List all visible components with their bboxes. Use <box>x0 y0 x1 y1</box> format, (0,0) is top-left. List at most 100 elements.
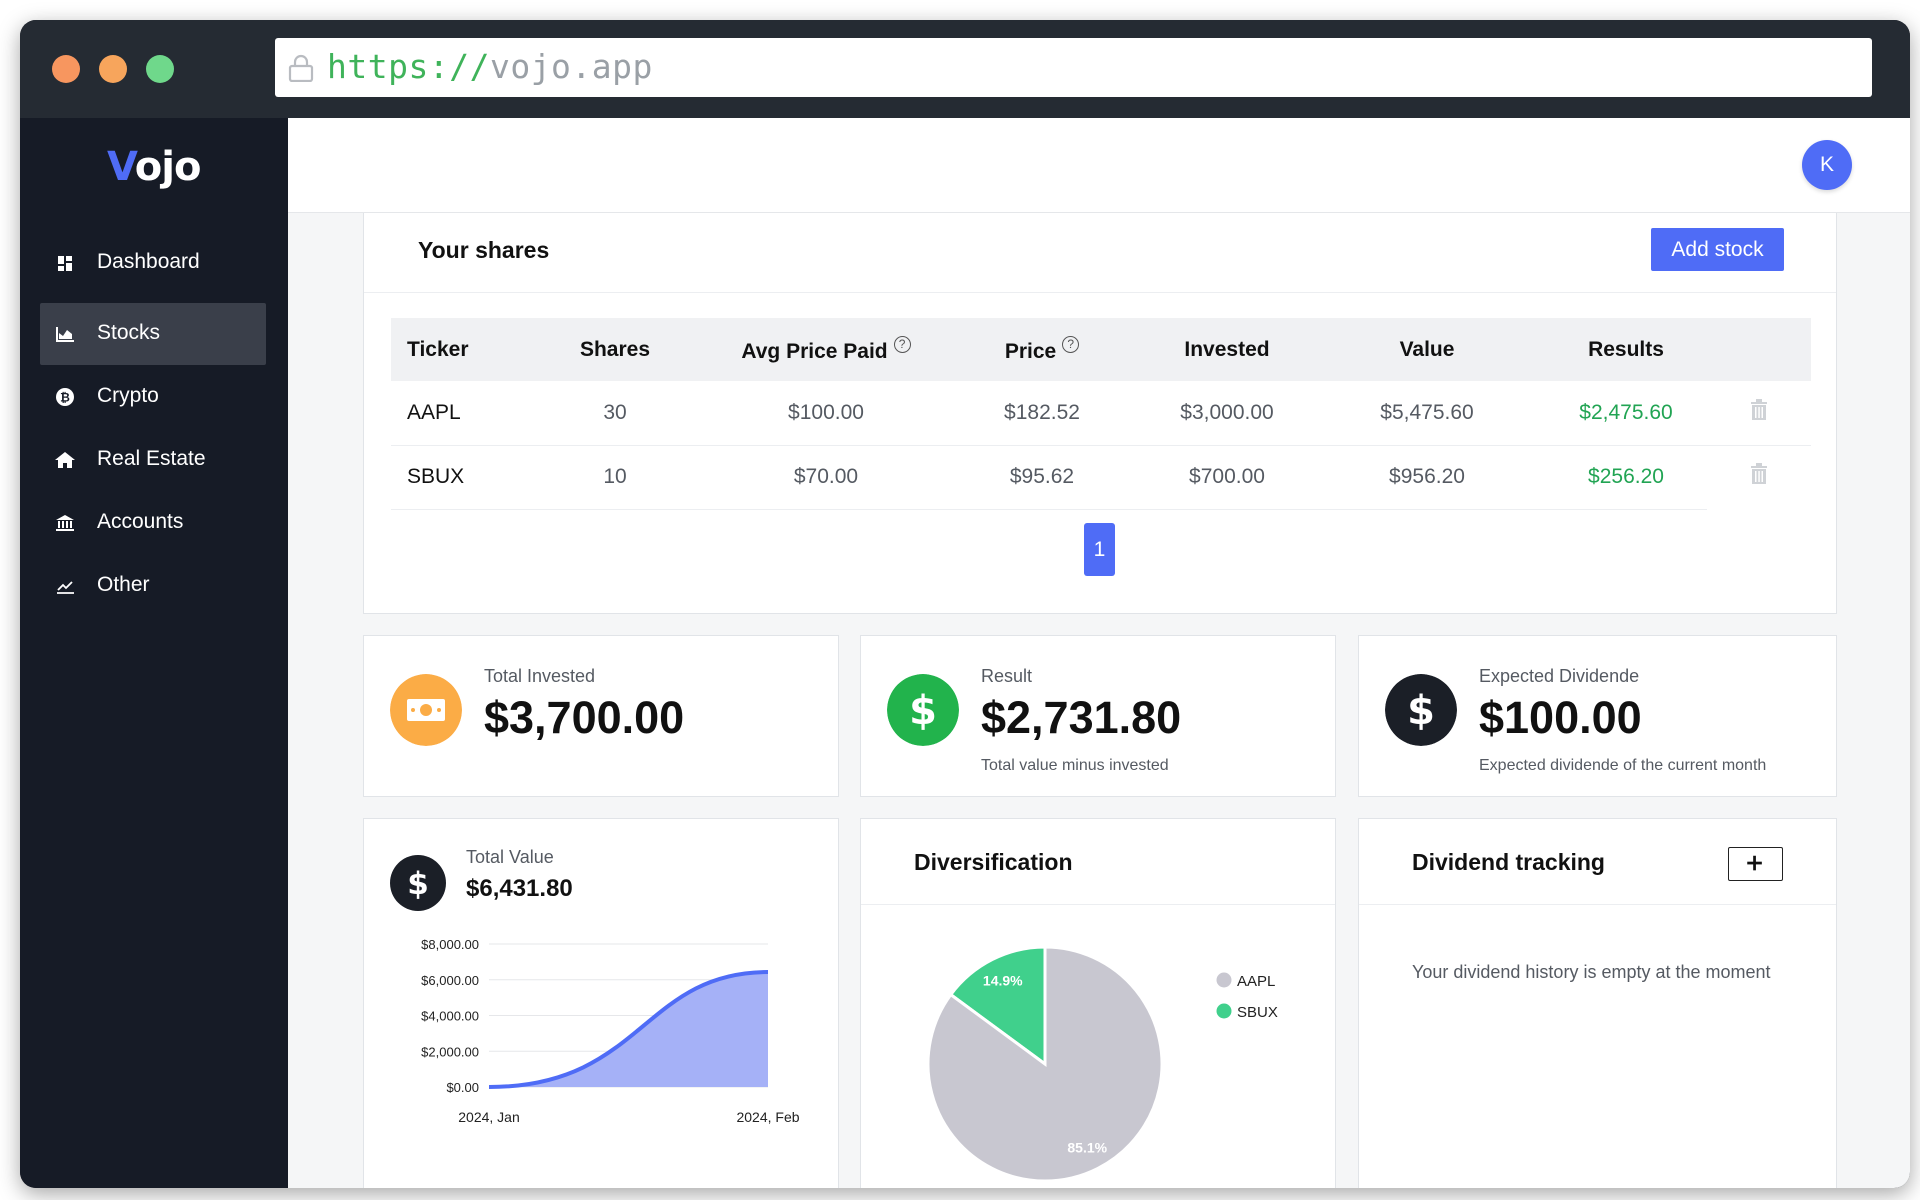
logo-accent: V <box>107 144 136 190</box>
trash-icon[interactable] <box>1750 463 1768 485</box>
y-tick-label: $8,000.00 <box>421 937 479 952</box>
total-value-area-chart: $8,000.00 $6,000.00 $4,000.00 $2,000.00 $0.0… <box>421 937 800 1125</box>
column-header-shares[interactable]: Shares <box>579 337 651 361</box>
column-header-value[interactable]: Value <box>1399 337 1455 361</box>
url-host: vojo.app <box>489 47 653 86</box>
stat-subtext: Expected dividende of the current month <box>1479 757 1767 774</box>
maximize-window-button[interactable] <box>146 55 174 83</box>
y-tick-label: $0.00 <box>446 1080 479 1095</box>
stat-label: Total Invested <box>484 666 596 686</box>
add-stock-button[interactable]: Add stock <box>1651 228 1784 271</box>
diversification-title: Diversification <box>914 849 1073 875</box>
add-dividend-button[interactable] <box>1728 847 1783 881</box>
diversification-pie-chart: 14.9% 85.1% AAPL SBUX <box>926 945 1278 1183</box>
cell-shares: 10 <box>517 445 713 510</box>
trash-icon[interactable] <box>1750 398 1768 421</box>
dividend-tracking-title: Dividend tracking <box>1412 849 1605 875</box>
stat-label: Result <box>981 666 1033 686</box>
line-chart-icon <box>57 581 74 594</box>
sidebar-item-stocks[interactable]: Stocks <box>40 303 266 365</box>
chart-area-icon <box>56 327 74 342</box>
cell-ticker: AAPL <box>391 381 517 446</box>
legend-label: SBUX <box>1237 1004 1278 1021</box>
help-icon[interactable]: ? <box>893 335 911 353</box>
y-tick-label: $6,000.00 <box>421 973 479 988</box>
x-tick-label: 2024, Jan <box>458 1109 520 1125</box>
svg-text:₿: ₿ <box>60 391 70 405</box>
cell-price: $95.62 <box>939 445 1145 510</box>
cell-value: $5,475.60 <box>1309 381 1545 446</box>
stat-label: Expected Dividende <box>1479 666 1640 686</box>
cell-actions <box>1707 381 1811 446</box>
table-header-row: Ticker Shares Avg Price Paid? Price? Inv… <box>391 318 1811 381</box>
top-bar: K <box>288 118 1910 213</box>
browser-toolbar: https://vojo.app <box>20 20 1910 118</box>
app-logo[interactable]: Vojo <box>107 144 202 190</box>
svg-text:$: $ <box>1407 688 1435 734</box>
sidebar-item-label: Other <box>97 573 150 596</box>
pie-slice-aapl <box>926 945 1164 1183</box>
stat-value: $3,700.00 <box>484 692 685 743</box>
sidebar-item-other[interactable]: Other <box>40 555 266 617</box>
minimize-window-button[interactable] <box>99 55 127 83</box>
user-avatar[interactable]: K <box>1802 140 1852 190</box>
address-bar[interactable]: https://vojo.app <box>275 38 1872 97</box>
cell-result: $256.20 <box>1545 445 1707 510</box>
total-value-amount: $6,431.80 <box>466 875 573 902</box>
column-header-avg-price[interactable]: Avg Price Paid? <box>713 318 939 381</box>
cell-actions <box>1707 445 1811 509</box>
sidebar-item-accounts[interactable]: Accounts <box>40 492 266 554</box>
diversification-card: Diversification 14.9% 85.1% AAPL SBUX <box>860 818 1336 1188</box>
cell-price: $182.52 <box>939 381 1145 446</box>
cash-icon <box>390 674 462 746</box>
sidebar-item-real-estate[interactable]: Real Estate <box>40 429 266 491</box>
home-icon <box>55 452 75 468</box>
sidebar-item-crypto[interactable]: ₿ Crypto <box>40 366 266 428</box>
shares-card: Your shares Add stock Ticker Shares Avg … <box>363 213 1837 614</box>
dollar-icon: $ <box>390 855 446 911</box>
dividend-empty-message: Your dividend history is empty at the mo… <box>1412 962 1771 982</box>
stat-value: $2,731.80 <box>981 692 1182 743</box>
svg-text:$: $ <box>909 688 937 734</box>
close-window-button[interactable] <box>52 55 80 83</box>
table-row[interactable]: SBUX 10 $70.00 $95.62 $700.00 $956.20 $2… <box>391 445 1811 510</box>
cell-avg-price: $100.00 <box>713 381 939 446</box>
help-icon[interactable]: ? <box>1062 335 1080 353</box>
url-text[interactable]: https://vojo.app <box>327 46 653 88</box>
table-row[interactable]: AAPL 30 $100.00 $182.52 $3,000.00 $5,475… <box>391 381 1811 446</box>
bitcoin-icon: ₿ <box>56 388 74 406</box>
result-card: $ Result $2,731.80 Total value minus inv… <box>860 635 1336 797</box>
pie-slice-label: 85.1% <box>1067 1140 1107 1156</box>
cell-ticker: SBUX <box>391 445 517 510</box>
shares-card-header: Your shares Add stock <box>364 213 1836 293</box>
sidebar-item-label: Real Estate <box>97 447 206 470</box>
pie-slice-sbux <box>948 945 1047 1067</box>
column-header-invested[interactable]: Invested <box>1184 337 1270 361</box>
column-header-results[interactable]: Results <box>1588 337 1664 361</box>
sidebar-item-label: Dashboard <box>97 250 200 273</box>
legend-swatch <box>1216 972 1232 988</box>
cell-avg-price: $70.00 <box>713 445 939 510</box>
x-tick-label: 2024, Feb <box>736 1109 799 1125</box>
sidebar-item-label: Crypto <box>97 384 159 407</box>
main-content: K Your shares Add stock Ticker Shares Av… <box>288 118 1910 1188</box>
series-area <box>489 972 768 1087</box>
cell-result: $2,475.60 <box>1545 381 1707 446</box>
column-header-ticker[interactable]: Ticker <box>407 337 469 361</box>
y-tick-label: $4,000.00 <box>421 1009 479 1024</box>
cell-shares: 30 <box>517 381 713 446</box>
total-invested-card: Total Invested $3,700.00 <box>363 635 839 797</box>
pagination-page-button[interactable]: 1 <box>1084 523 1115 576</box>
logo-text: ojo <box>134 144 202 190</box>
dividend-tracking-card: Dividend tracking Your dividend history … <box>1358 818 1837 1188</box>
stat-subtext: Total value minus invested <box>981 757 1169 774</box>
lock-icon <box>288 54 314 82</box>
sidebar-item-dashboard[interactable]: Dashboard <box>40 232 266 294</box>
browser-window: https://vojo.app Vojo Dashboard Stocks ₿… <box>20 20 1910 1188</box>
dashboard-icon <box>58 256 72 271</box>
dollar-icon: $ <box>887 674 959 746</box>
stat-value: $100.00 <box>1479 692 1642 743</box>
url-protocol: https:// <box>327 47 490 86</box>
series-line <box>488 970 769 1089</box>
column-header-price[interactable]: Price? <box>939 318 1145 381</box>
